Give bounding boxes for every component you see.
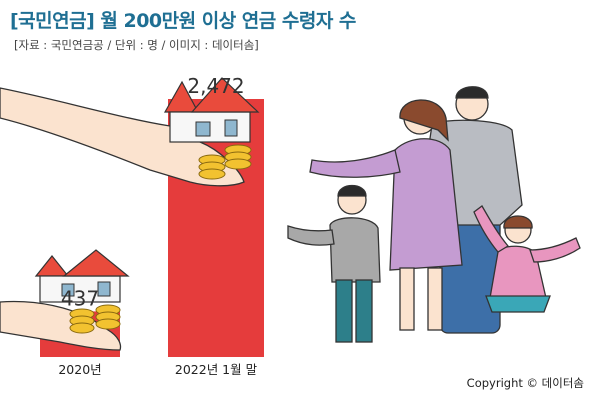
value-label-0: 437 [61, 286, 99, 310]
chart-title: [국민연금] 월 200만원 이상 연금 수령자 수 [10, 10, 356, 32]
copyright-note: Copyright © 데이터솜 [466, 376, 584, 390]
label-group: 437 2020년 2,472 2022년 1월 말 [58, 74, 257, 377]
category-label-0: 2020년 [58, 362, 101, 377]
category-label-1: 2022년 1월 말 [175, 362, 258, 377]
hand-house-illustration-small [0, 249, 130, 351]
hand-house-illustration-large [0, 77, 260, 187]
value-label-1: 2,472 [187, 74, 244, 98]
source-note: [자료 : 국민연금공 / 단위 : 명 / 이미지 : 데이터솜] [14, 38, 259, 52]
family-illustration [287, 86, 581, 343]
